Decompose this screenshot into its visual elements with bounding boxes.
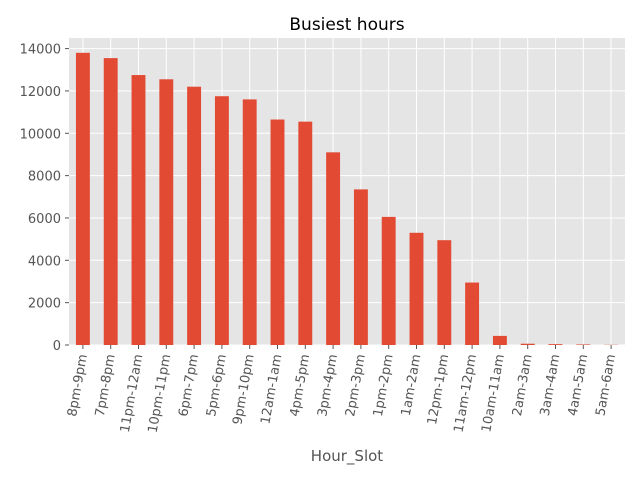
x-tick-label: 6pm-7pm	[176, 353, 202, 418]
y-tick-label: 4000	[28, 254, 61, 269]
x-tick-label: 2pm-3pm	[343, 353, 369, 418]
y-tick-label: 8000	[28, 170, 61, 185]
y-axis-ticks: 0 2000 4000 6000 8000 10000 12000 14000	[20, 43, 69, 354]
x-axis-ticks: 8pm-9pm 7pm-8pm 11pm-12am 10pm-11pm 6pm-7pm 5…	[65, 345, 619, 434]
y-tick-label: 0	[53, 339, 61, 354]
bar-8pm-9pm	[75, 52, 90, 346]
bar-2am-3am	[520, 343, 535, 345]
bar-1pm-2pm	[381, 216, 396, 345]
x-tick-label: 1am-2am	[399, 353, 425, 417]
bar-3pm-4pm	[326, 152, 341, 345]
y-tick-label: 2000	[28, 297, 61, 312]
x-tick-label: 7pm-8pm	[93, 353, 119, 418]
bar-10am-11am	[492, 335, 507, 345]
y-tick-label: 14000	[20, 43, 61, 58]
bar-4pm-5pm	[298, 121, 313, 345]
x-tick-label: 5am-6am	[593, 353, 619, 417]
x-tick-label: 4am-5am	[566, 353, 592, 417]
bar-3am-4am	[548, 344, 563, 345]
x-tick-label: 3pm-4pm	[315, 353, 341, 418]
x-tick-label: 11pm-12am	[118, 353, 147, 434]
x-tick-label: 1pm-2pm	[371, 353, 397, 418]
x-tick-label: 2am-3am	[510, 353, 536, 417]
x-tick-label: 3am-4am	[538, 353, 564, 417]
x-tick-label: 12am-1am	[258, 353, 285, 425]
bar-2pm-3pm	[353, 189, 368, 345]
x-axis-label: Hour_Slot	[311, 447, 383, 466]
x-tick-label: 9pm-10pm	[230, 353, 257, 426]
x-tick-label: 5pm-6pm	[204, 353, 230, 418]
x-tick-label: 10am-11am	[479, 353, 507, 433]
plot-background	[69, 38, 625, 345]
x-tick-label: 10pm-11pm	[146, 353, 175, 434]
bar-12am-1am	[270, 119, 285, 345]
x-tick-label: 8pm-9pm	[65, 353, 91, 418]
y-tick-label: 10000	[20, 127, 61, 142]
bar-6pm-7pm	[187, 86, 202, 346]
bars	[75, 52, 619, 346]
x-tick-label: 12pm-1pm	[425, 353, 452, 426]
bar-11pm-12am	[131, 75, 146, 345]
bar-12pm-1pm	[437, 240, 452, 345]
x-tick-label: 4pm-5pm	[288, 353, 314, 418]
bar-10pm-11pm	[159, 79, 174, 346]
bar-4am-5am	[576, 344, 591, 345]
bar-7pm-8pm	[103, 58, 118, 345]
bar-11am-12pm	[465, 282, 480, 345]
x-tick-label: 11am-12pm	[451, 353, 480, 434]
bar-9pm-10pm	[242, 99, 257, 346]
y-tick-label: 12000	[20, 85, 61, 100]
bar-5pm-6pm	[214, 96, 229, 345]
y-tick-label: 6000	[28, 212, 61, 227]
bar-1am-2am	[409, 232, 424, 345]
chart-title: Busiest hours	[289, 15, 404, 35]
